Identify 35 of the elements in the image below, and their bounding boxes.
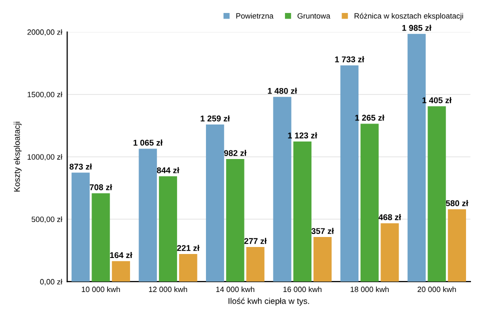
data-label: 357 zł — [311, 228, 334, 234]
bar — [273, 96, 292, 282]
data-label: 580 zł — [446, 200, 468, 206]
data-label: 844 zł — [156, 167, 180, 174]
y-axis-title: Koszty eksploatacji — [14, 122, 22, 192]
bar — [158, 176, 178, 282]
bar — [179, 254, 198, 282]
data-label: 277 zł — [244, 238, 267, 244]
bar — [340, 65, 359, 282]
bar — [448, 209, 466, 282]
bar — [380, 223, 399, 282]
bar — [92, 193, 110, 282]
bar — [293, 141, 312, 282]
data-label: 468 zł — [378, 214, 402, 220]
bar — [428, 106, 446, 282]
data-label: 1 985 zł — [402, 24, 432, 31]
bar — [313, 237, 332, 282]
data-label: 873 zł — [70, 163, 92, 170]
data-label: 221 zł — [177, 244, 200, 251]
bar — [360, 124, 379, 282]
data-label: 1 480 zł — [268, 88, 297, 94]
bar — [138, 148, 157, 282]
data-label: 982 zł — [224, 150, 246, 156]
bar — [206, 124, 224, 282]
bar — [226, 159, 244, 282]
x-axis-title: Ilość kwh ciepła w tys. — [228, 298, 310, 306]
bar — [408, 34, 426, 282]
data-label: 708 zł — [90, 184, 112, 190]
data-label: 1 065 zł — [134, 140, 163, 146]
bar — [72, 172, 90, 282]
bar — [246, 247, 264, 282]
data-label: 1 259 zł — [200, 115, 230, 122]
data-label: 164 zł — [110, 252, 132, 258]
data-label: 1 733 zł — [335, 56, 364, 62]
bar — [112, 261, 130, 282]
